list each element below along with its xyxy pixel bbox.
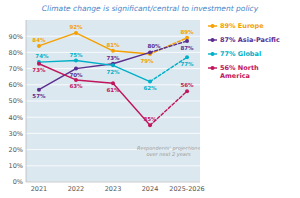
y-tick-label: 60%	[9, 81, 23, 89]
y-tick-label: 80%	[9, 49, 23, 57]
title: Climate change is significant/central to…	[42, 4, 259, 13]
legend: 89% Europe 87% Asia-Pacific 77% Global 56% …	[208, 22, 280, 80]
data-label: 57%	[32, 93, 46, 99]
data-label: 87%	[180, 45, 194, 51]
x-tick-label: 2024	[142, 185, 159, 193]
y-tick-label: 0%	[13, 178, 23, 186]
chart: Climate change is significant/central to…	[0, 0, 300, 198]
x-tick-label: 2022	[68, 185, 85, 193]
data-label: 79%	[140, 58, 154, 64]
y-tick-label: 30%	[9, 130, 23, 138]
point	[185, 39, 189, 43]
x-tick-label: 2023	[105, 185, 122, 193]
x-tick-label: 2025-2026	[169, 185, 204, 193]
point	[111, 63, 115, 67]
point	[37, 88, 41, 92]
point	[74, 31, 78, 35]
x-tick-label: 2021	[31, 185, 48, 193]
data-label: 56%	[180, 82, 194, 88]
data-label: 75%	[69, 52, 83, 58]
data-label: 73%	[106, 55, 120, 61]
y-tick-label: 70%	[9, 65, 23, 73]
y-tick-label: 50%	[9, 97, 23, 105]
data-label: 62%	[143, 85, 157, 91]
data-label: 89%	[180, 29, 194, 35]
grid-line	[26, 101, 200, 102]
y-tick-label: 10%	[9, 162, 23, 170]
point	[74, 59, 78, 63]
data-label: 81%	[106, 42, 120, 48]
line	[39, 64, 150, 126]
point	[148, 123, 152, 127]
data-label: 61%	[106, 87, 120, 93]
point	[148, 50, 152, 54]
legend-label: 56% NorthAmerica	[220, 64, 259, 80]
y-tick-label: 90%	[9, 33, 23, 41]
data-label: 80%	[147, 43, 161, 49]
data-label: 73%	[32, 67, 46, 73]
data-label: 77%	[180, 61, 194, 67]
plot-background	[26, 20, 200, 182]
grid-line	[26, 165, 200, 166]
legend-marker	[211, 38, 215, 42]
legend-marker	[211, 52, 215, 56]
legend-marker	[211, 66, 215, 70]
point	[185, 89, 189, 93]
data-label: 92%	[69, 24, 83, 30]
data-label: 70%	[69, 72, 83, 78]
line	[39, 33, 150, 54]
point	[111, 81, 115, 85]
data-label: 72%	[106, 69, 120, 75]
point	[74, 67, 78, 71]
grid-line	[26, 133, 200, 134]
y-tick-label: 20%	[9, 146, 23, 154]
data-label: 74%	[35, 53, 49, 59]
point	[74, 78, 78, 82]
data-label: 63%	[69, 83, 83, 89]
point	[37, 44, 41, 48]
point	[111, 49, 115, 53]
x-axis-line	[26, 182, 200, 183]
data-label: 35%	[143, 116, 157, 122]
point	[148, 80, 152, 84]
legend-label: 87% Asia-Pacific	[220, 36, 280, 44]
data-label: 84%	[32, 37, 46, 43]
point	[37, 62, 41, 66]
y-tick-label: 40%	[9, 114, 23, 122]
grid-line	[26, 36, 200, 37]
grid-line	[26, 182, 200, 183]
grid-line	[26, 117, 200, 118]
annotation: Respondents' projectionsover next 2 year…	[137, 145, 201, 158]
plot-area	[37, 31, 189, 127]
legend-label: 89% Europe	[220, 22, 264, 30]
point	[185, 55, 189, 59]
legend-marker	[211, 24, 215, 28]
legend-label: 77% Global	[220, 50, 261, 58]
y-axis-line	[26, 20, 27, 182]
